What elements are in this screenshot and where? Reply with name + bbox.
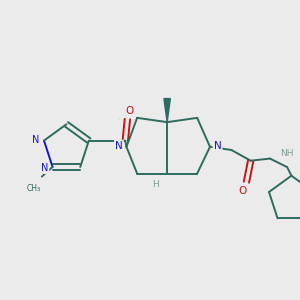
Text: CH₃: CH₃ xyxy=(26,184,40,193)
Text: N: N xyxy=(214,141,221,151)
Text: O: O xyxy=(125,106,134,116)
Text: O: O xyxy=(238,186,246,196)
Text: N: N xyxy=(115,141,123,151)
Text: N: N xyxy=(41,163,48,173)
Text: H: H xyxy=(152,180,159,189)
Text: N: N xyxy=(32,134,40,145)
Polygon shape xyxy=(164,99,170,122)
Text: NH: NH xyxy=(280,149,293,158)
